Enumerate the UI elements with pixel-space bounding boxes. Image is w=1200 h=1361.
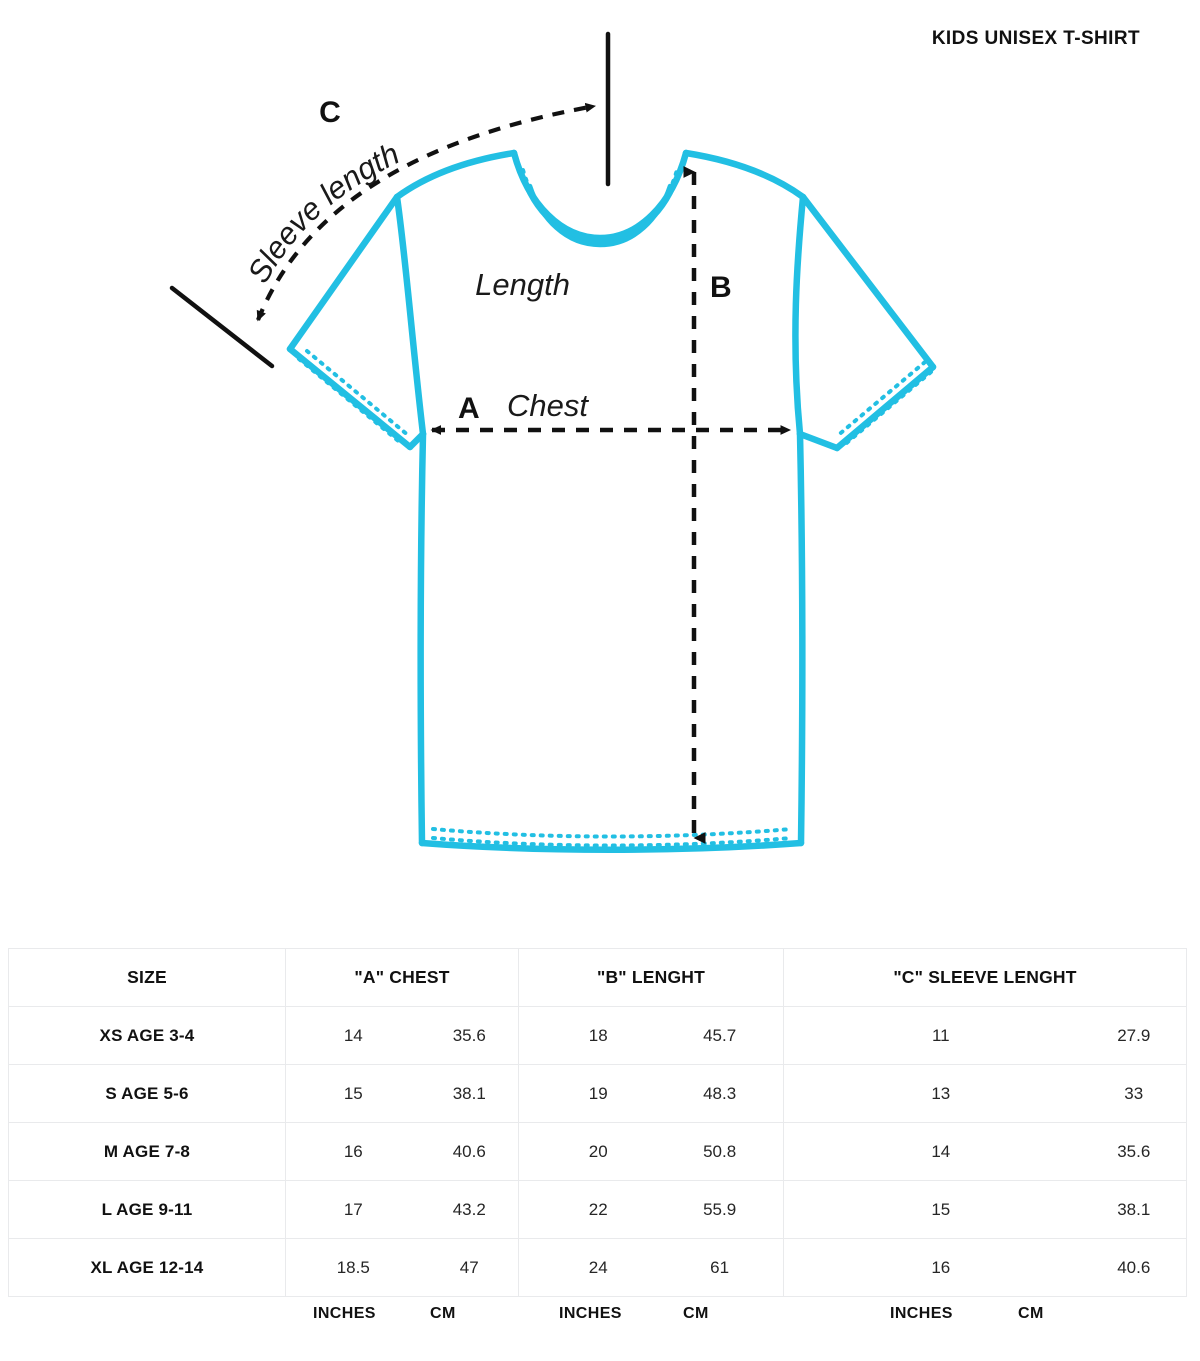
sleeve-cm: 35.6 [1117, 1141, 1151, 1161]
cell-sleeve: 14 35.6 [783, 1122, 1187, 1181]
size-chart-table-container: SIZE "A" CHEST "B" LENGHT "C" SLEEVE LEN… [8, 948, 1187, 1297]
units-sleeve-inches: INCHES [890, 1305, 953, 1322]
cell-length: 20 50.8 [518, 1122, 784, 1181]
cell-size: XS AGE 3-4 [8, 1006, 286, 1065]
length-inches: 20 [588, 1141, 608, 1161]
units-legend-row: INCHES CM INCHES CM INCHES CM [8, 1305, 1186, 1339]
cell-chest: 16 40.6 [285, 1122, 519, 1181]
chest-inches: 15 [343, 1083, 363, 1103]
units-chest-cm: CM [430, 1305, 456, 1322]
sleeve-inches: 11 [931, 1025, 950, 1045]
label-c-letter: C [319, 96, 341, 129]
chest-inches: 17 [343, 1199, 363, 1219]
size-chart-table: SIZE "A" CHEST "B" LENGHT "C" SLEEVE LEN… [8, 948, 1187, 1297]
sleeve-cm: 33 [1124, 1083, 1144, 1103]
table-row: XS AGE 3-4 14 35.6 18 45.7 11 27.9 [8, 1006, 1187, 1065]
chest-inches: 14 [343, 1025, 363, 1045]
cell-length: 24 61 [518, 1238, 784, 1297]
chest-inches: 18.5 [336, 1257, 370, 1277]
length-cm: 55.9 [703, 1199, 737, 1219]
cell-chest: 14 35.6 [285, 1006, 519, 1065]
sleeve-curved-arrow-icon [169, 31, 611, 369]
label-chest: Chest [507, 388, 589, 423]
cell-chest: 17 43.2 [285, 1180, 519, 1239]
cell-size: L AGE 9-11 [8, 1180, 286, 1239]
table-row: M AGE 7-8 16 40.6 20 50.8 14 35.6 [8, 1122, 1187, 1181]
sleeve-cm: 27.9 [1117, 1025, 1151, 1045]
column-header-sleeve: "C" SLEEVE LENGHT [783, 948, 1187, 1007]
sleeve-cm: 38.1 [1117, 1199, 1151, 1219]
stitch-detail [297, 168, 933, 848]
cell-chest: 15 38.1 [285, 1064, 519, 1123]
sleeve-inches: 16 [931, 1257, 951, 1277]
units-chest-inches: INCHES [313, 1305, 376, 1322]
chest-cm: 40.6 [452, 1141, 486, 1161]
table-row: XL AGE 12-14 18.5 47 24 61 16 40.6 [8, 1238, 1187, 1297]
table-row: L AGE 9-11 17 43.2 22 55.9 15 38.1 [8, 1180, 1187, 1239]
units-length-inches: INCHES [559, 1305, 622, 1322]
label-b-letter: B [710, 271, 732, 304]
label-length: Length [475, 267, 570, 302]
cell-sleeve: 15 38.1 [783, 1180, 1187, 1239]
sleeve-inches: 13 [931, 1083, 951, 1103]
cell-size: XL AGE 12-14 [8, 1238, 286, 1297]
chest-cm: 35.6 [452, 1025, 486, 1045]
length-cm: 48.3 [703, 1083, 737, 1103]
column-header-length: "B" LENGHT [518, 948, 784, 1007]
units-length-cm: CM [683, 1305, 709, 1322]
length-inches: 22 [588, 1199, 608, 1219]
cell-length: 18 45.7 [518, 1006, 784, 1065]
cell-size: M AGE 7-8 [8, 1122, 286, 1181]
length-inches: 24 [588, 1257, 608, 1277]
sleeve-inches: 15 [931, 1199, 951, 1219]
cell-length: 19 48.3 [518, 1064, 784, 1123]
length-cm: 50.8 [703, 1141, 737, 1161]
cell-sleeve: 16 40.6 [783, 1238, 1187, 1297]
length-cm: 61 [710, 1257, 730, 1277]
chest-cm: 47 [459, 1257, 479, 1277]
cell-sleeve: 13 33 [783, 1064, 1187, 1123]
page-title: KIDS UNISEX T-SHIRT [931, 28, 1140, 49]
length-inches: 19 [588, 1083, 608, 1103]
label-a-letter: A [458, 392, 480, 425]
tshirt-outline-icon [286, 149, 937, 853]
length-inches: 18 [588, 1025, 608, 1045]
units-sleeve-cm: CM [1018, 1305, 1044, 1322]
tshirt-measurement-diagram: C Sleeve length Length B A Chest [169, 31, 937, 853]
length-cm: 45.7 [703, 1025, 737, 1045]
label-sleeve-length: Sleeve length [241, 136, 405, 289]
chest-cm: 43.2 [452, 1199, 486, 1219]
column-header-chest: "A" CHEST [285, 948, 519, 1007]
chest-cm: 38.1 [452, 1083, 486, 1103]
cell-sleeve: 11 27.9 [783, 1006, 1187, 1065]
column-header-size: SIZE [8, 948, 286, 1007]
cell-size: S AGE 5-6 [8, 1064, 286, 1123]
cell-length: 22 55.9 [518, 1180, 784, 1239]
table-header-row: SIZE "A" CHEST "B" LENGHT "C" SLEEVE LEN… [8, 948, 1187, 1007]
table-row: S AGE 5-6 15 38.1 19 48.3 13 33 [8, 1064, 1187, 1123]
sleeve-inches: 14 [931, 1141, 951, 1161]
chest-inches: 16 [343, 1141, 363, 1161]
cell-chest: 18.5 47 [285, 1238, 519, 1297]
sleeve-cm: 40.6 [1117, 1257, 1151, 1277]
